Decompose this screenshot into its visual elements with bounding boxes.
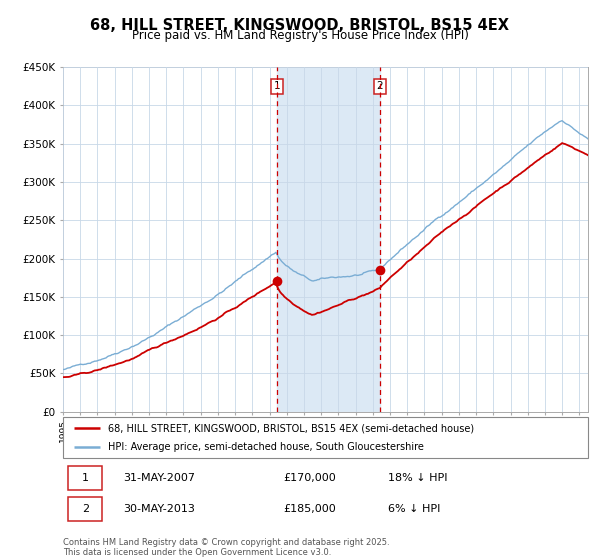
Text: 6% ↓ HPI: 6% ↓ HPI [389,505,441,515]
Text: £185,000: £185,000 [284,505,336,515]
Text: 1: 1 [82,473,89,483]
Text: HPI: Average price, semi-detached house, South Gloucestershire: HPI: Average price, semi-detached house,… [107,442,424,451]
Text: Price paid vs. HM Land Registry's House Price Index (HPI): Price paid vs. HM Land Registry's House … [131,29,469,42]
Text: £170,000: £170,000 [284,473,336,483]
Bar [68,497,103,521]
Text: 2: 2 [377,81,383,91]
Text: 1: 1 [274,81,280,91]
Bar [68,466,103,489]
Bar [277,67,380,412]
Text: Contains HM Land Registry data © Crown copyright and database right 2025.
This d: Contains HM Land Registry data © Crown c… [63,538,389,557]
Text: 30-MAY-2013: 30-MAY-2013 [124,505,195,515]
Text: 31-MAY-2007: 31-MAY-2007 [124,473,196,483]
Text: 68, HILL STREET, KINGSWOOD, BRISTOL, BS15 4EX (semi-detached house): 68, HILL STREET, KINGSWOOD, BRISTOL, BS1… [107,423,474,433]
Text: 18% ↓ HPI: 18% ↓ HPI [389,473,448,483]
Text: 2: 2 [82,505,89,515]
Text: 68, HILL STREET, KINGSWOOD, BRISTOL, BS15 4EX: 68, HILL STREET, KINGSWOOD, BRISTOL, BS1… [91,18,509,33]
